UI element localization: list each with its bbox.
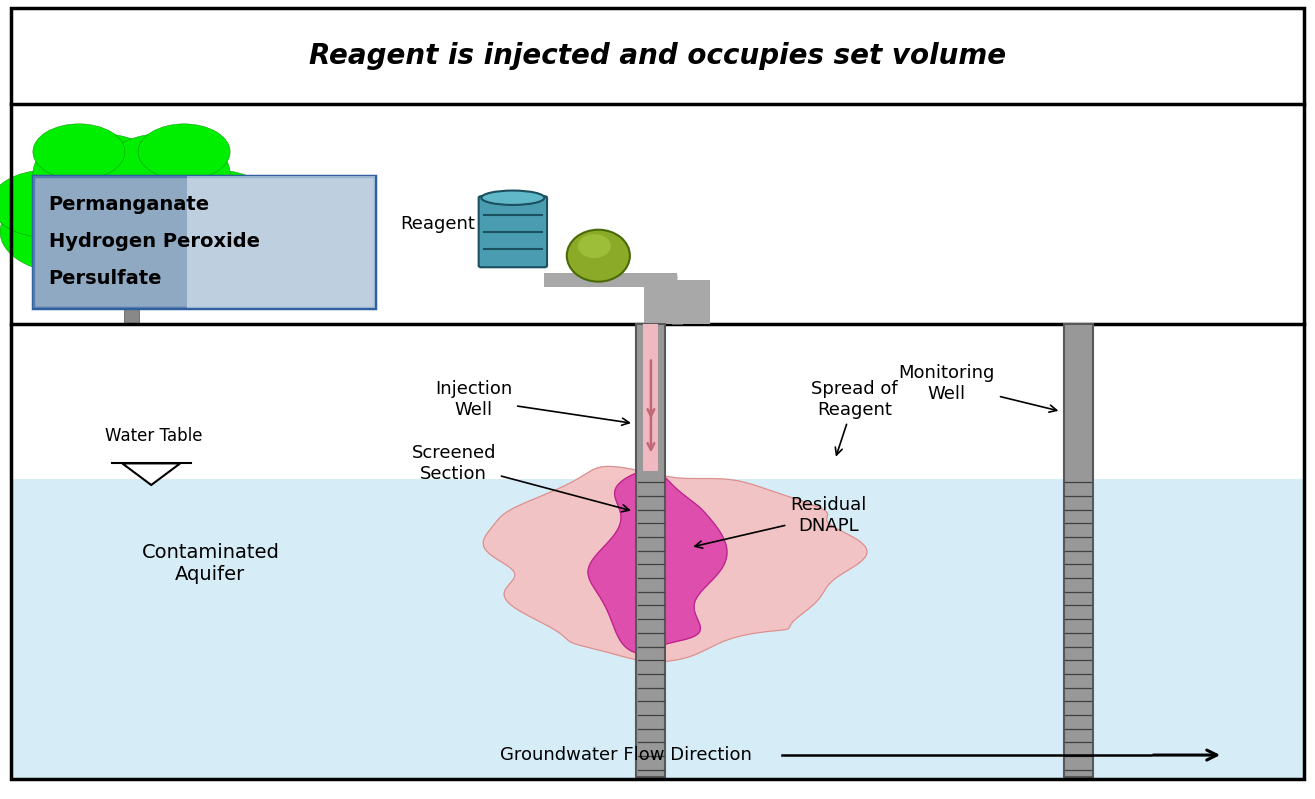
FancyBboxPatch shape: [479, 196, 547, 267]
Bar: [187, 176, 375, 308]
Bar: [644, 280, 710, 324]
Bar: [643, 324, 659, 471]
Text: Monitoring
Well: Monitoring Well: [898, 364, 1057, 412]
Polygon shape: [588, 470, 727, 653]
Circle shape: [0, 190, 137, 273]
Polygon shape: [483, 467, 867, 662]
Text: Reagent is injected and occupies set volume: Reagent is injected and occupies set vol…: [309, 42, 1006, 70]
Circle shape: [99, 133, 230, 213]
Circle shape: [0, 170, 101, 237]
Circle shape: [33, 124, 125, 180]
Circle shape: [76, 218, 187, 285]
Circle shape: [162, 170, 272, 237]
Bar: [1064, 324, 1093, 777]
Text: Screened
Section: Screened Section: [412, 444, 630, 512]
Text: Permanganate: Permanganate: [49, 195, 210, 214]
Bar: [124, 272, 139, 324]
Circle shape: [33, 133, 164, 213]
Text: Spread of
Reagent: Spread of Reagent: [811, 380, 898, 455]
Text: Persulfate: Persulfate: [49, 269, 162, 288]
Bar: [636, 324, 665, 777]
Text: Contaminated
Aquifer: Contaminated Aquifer: [142, 543, 279, 584]
Text: Groundwater Flow Direction: Groundwater Flow Direction: [500, 746, 752, 764]
Text: Water Table: Water Table: [105, 427, 203, 445]
Text: Reagent: Reagent: [400, 215, 475, 233]
Text: Residual
DNAPL: Residual DNAPL: [694, 496, 867, 548]
Ellipse shape: [577, 234, 610, 258]
Ellipse shape: [481, 191, 544, 205]
Bar: [33, 176, 375, 308]
Circle shape: [126, 190, 263, 273]
Text: Injection
Well: Injection Well: [435, 380, 630, 425]
Ellipse shape: [567, 230, 630, 282]
Bar: [11, 479, 1304, 779]
Circle shape: [24, 146, 239, 277]
Polygon shape: [122, 463, 180, 485]
Bar: [33, 176, 187, 308]
Text: Hydrogen Peroxide: Hydrogen Peroxide: [49, 233, 259, 251]
Circle shape: [138, 124, 230, 180]
